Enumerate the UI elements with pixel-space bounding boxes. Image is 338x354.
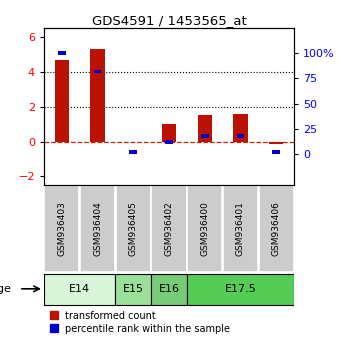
Text: GSM936404: GSM936404	[93, 201, 102, 256]
Bar	[80, 185, 115, 272]
Text: age: age	[0, 284, 11, 294]
Text: E16: E16	[159, 284, 179, 294]
Bar	[115, 274, 151, 305]
Text: GSM936406: GSM936406	[272, 201, 281, 256]
Text: GSM936403: GSM936403	[57, 201, 66, 256]
Bar	[129, 150, 137, 154]
Bar	[162, 124, 176, 142]
Text: E17.5: E17.5	[224, 284, 256, 294]
Bar	[55, 60, 69, 142]
Text: GSM936401: GSM936401	[236, 201, 245, 256]
Text: E15: E15	[123, 284, 144, 294]
Bar	[151, 185, 187, 272]
Bar	[44, 274, 115, 305]
Bar	[187, 274, 294, 305]
Bar	[94, 69, 101, 73]
Text: GSM936402: GSM936402	[165, 201, 173, 256]
Bar	[223, 185, 258, 272]
Bar	[269, 142, 283, 144]
Bar	[165, 140, 173, 144]
Bar	[116, 185, 151, 272]
Bar	[237, 134, 244, 138]
Bar	[44, 185, 79, 272]
Text: GSM936400: GSM936400	[200, 201, 209, 256]
Bar	[198, 114, 212, 142]
Bar	[187, 185, 222, 272]
Bar	[151, 274, 187, 305]
Bar	[90, 49, 105, 142]
Bar	[259, 185, 294, 272]
Text: E14: E14	[69, 284, 90, 294]
Title: GDS4591 / 1453565_at: GDS4591 / 1453565_at	[92, 14, 246, 27]
Bar	[58, 51, 66, 55]
Legend: transformed count, percentile rank within the sample: transformed count, percentile rank withi…	[49, 310, 231, 335]
Bar	[233, 114, 248, 142]
Bar	[272, 150, 280, 154]
Text: GSM936405: GSM936405	[129, 201, 138, 256]
Bar	[201, 134, 209, 138]
